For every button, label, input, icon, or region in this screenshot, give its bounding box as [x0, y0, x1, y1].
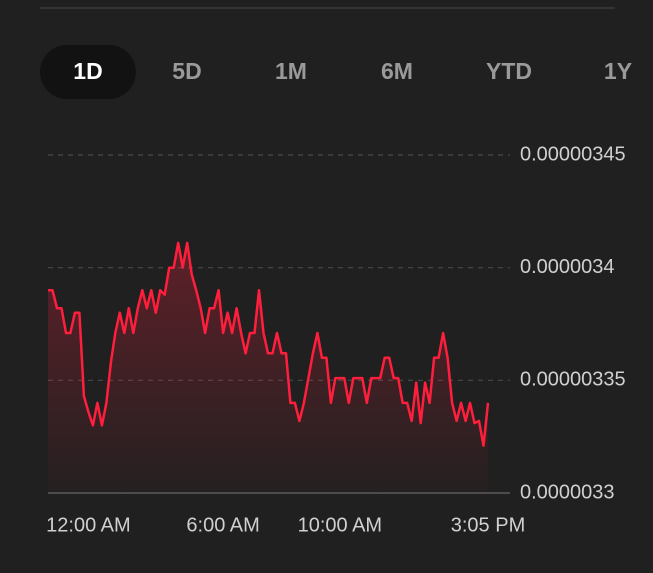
x-tick-label: 12:00 AM	[46, 514, 131, 536]
y-tick-label: 0.00000335	[520, 369, 626, 391]
x-tick-label: 6:00 AM	[186, 514, 259, 536]
y-tick-label: 0.0000033	[520, 481, 615, 503]
tab[interactable]: 5D	[172, 58, 201, 84]
x-tick-label: 3:05 PM	[451, 514, 525, 536]
tab[interactable]: 1Y	[604, 58, 632, 84]
tab[interactable]: YTD	[486, 58, 532, 84]
tab[interactable]: 1M	[275, 58, 307, 84]
line	[48, 241, 490, 447]
y-tick-label: 0.0000034	[520, 256, 615, 278]
x-tick-label: 10:00 AM	[298, 514, 383, 536]
tab-active-bg	[40, 45, 136, 99]
tab[interactable]: 6M	[381, 58, 413, 84]
area	[48, 242, 488, 493]
tab[interactable]: 1D	[73, 58, 102, 84]
y-tick-label: 0.00000345	[520, 143, 626, 165]
